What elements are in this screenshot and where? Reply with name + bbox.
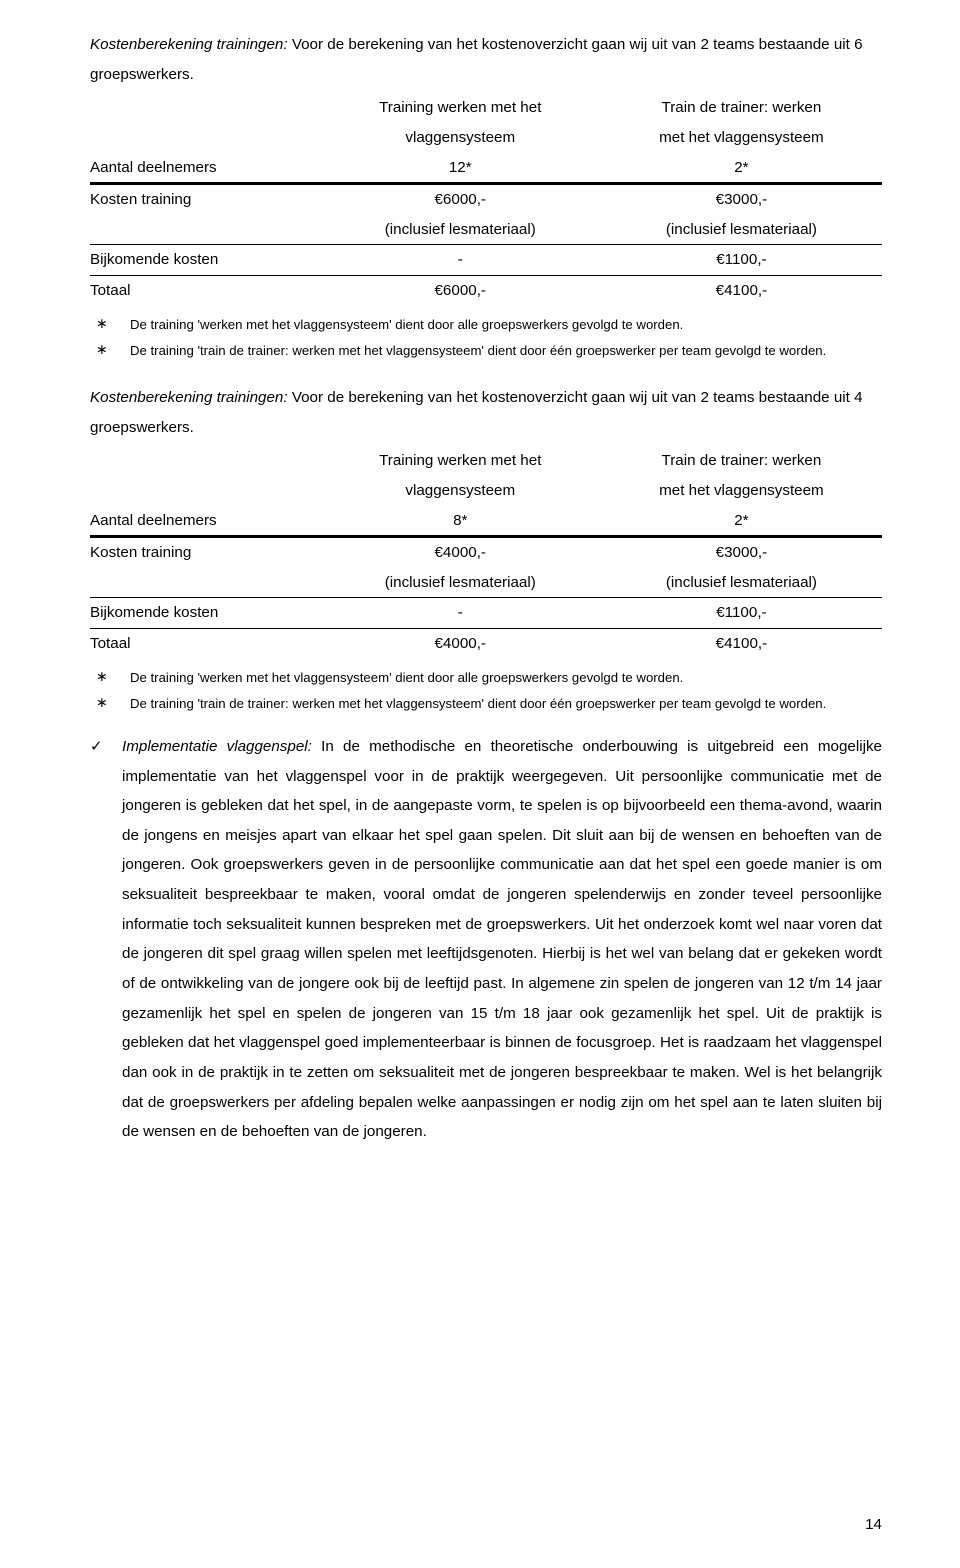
note1b: De training 'train de trainer: werken me… — [130, 338, 882, 365]
t1-r2c0: Kosten training — [90, 184, 320, 245]
t2-r1c0: Aantal deelnemers — [90, 506, 320, 537]
asterisk-icon: ∗ — [90, 665, 130, 692]
cost-table-2: Training werken met hetvlaggensysteem Tr… — [90, 446, 882, 658]
t2-r3c1: - — [320, 598, 601, 629]
t2-r2c0: Kosten training — [90, 537, 320, 598]
check-text: In de methodische en theoretische onderb… — [122, 738, 882, 1140]
t2-r4c0: Totaal — [90, 629, 320, 659]
intro2-label: Kostenberekening trainingen: — [90, 389, 288, 406]
t1-r1c1: 12* — [320, 153, 601, 184]
t2-h1: Training werken met hetvlaggensysteem — [320, 446, 601, 505]
t1-r3c0: Bijkomende kosten — [90, 245, 320, 276]
note2a: De training 'werken met het vlaggensyste… — [130, 665, 882, 692]
t1-r4c2: €4100,- — [601, 276, 882, 306]
t2-r3c0: Bijkomende kosten — [90, 598, 320, 629]
t2-r2c1: €4000,-(inclusief lesmateriaal) — [320, 537, 601, 598]
footnotes-2: ∗ De training 'werken met het vlaggensys… — [90, 665, 882, 718]
t2-r4c1: €4000,- — [320, 629, 601, 659]
t2-r2c2: €3000,-(inclusief lesmateriaal) — [601, 537, 882, 598]
t1-r4c0: Totaal — [90, 276, 320, 306]
asterisk-icon: ∗ — [90, 691, 130, 718]
t2-r3c2: €1100,- — [601, 598, 882, 629]
t1-r3c2: €1100,- — [601, 245, 882, 276]
asterisk-icon: ∗ — [90, 312, 130, 339]
intro-paragraph-1: Kostenberekening trainingen: Voor de ber… — [90, 30, 882, 89]
t2-r1c1: 8* — [320, 506, 601, 537]
t1-r2c1: €6000,-(inclusief lesmateriaal) — [320, 184, 601, 245]
check-label: Implementatie vlaggenspel: — [122, 738, 312, 755]
intro1-label: Kostenberekening trainingen: — [90, 36, 288, 53]
note2b: De training 'train de trainer: werken me… — [130, 691, 882, 718]
t1-r1c2: 2* — [601, 153, 882, 184]
t2-r1c2: 2* — [601, 506, 882, 537]
footnotes-1: ∗ De training 'werken met het vlaggensys… — [90, 312, 882, 365]
t1-h2: Train de trainer: werkenmet het vlaggens… — [601, 93, 882, 152]
t1-h1: Training werken met hetvlaggensysteem — [320, 93, 601, 152]
t1-r4c1: €6000,- — [320, 276, 601, 306]
t2-r4c2: €4100,- — [601, 629, 882, 659]
note1a: De training 'werken met het vlaggensyste… — [130, 312, 882, 339]
cost-table-1: Training werken met hetvlaggensysteem Tr… — [90, 93, 882, 305]
checkmark-paragraph: ✓ Implementatie vlaggenspel: In de metho… — [90, 732, 882, 1147]
t1-r1c0: Aantal deelnemers — [90, 153, 320, 184]
check-icon: ✓ — [90, 732, 122, 1147]
asterisk-icon: ∗ — [90, 338, 130, 365]
page-number: 14 — [865, 1510, 882, 1540]
t2-h2: Train de trainer: werkenmet het vlaggens… — [601, 446, 882, 505]
t1-r2c2: €3000,-(inclusief lesmateriaal) — [601, 184, 882, 245]
intro-paragraph-2: Kostenberekening trainingen: Voor de ber… — [90, 383, 882, 442]
t1-r3c1: - — [320, 245, 601, 276]
